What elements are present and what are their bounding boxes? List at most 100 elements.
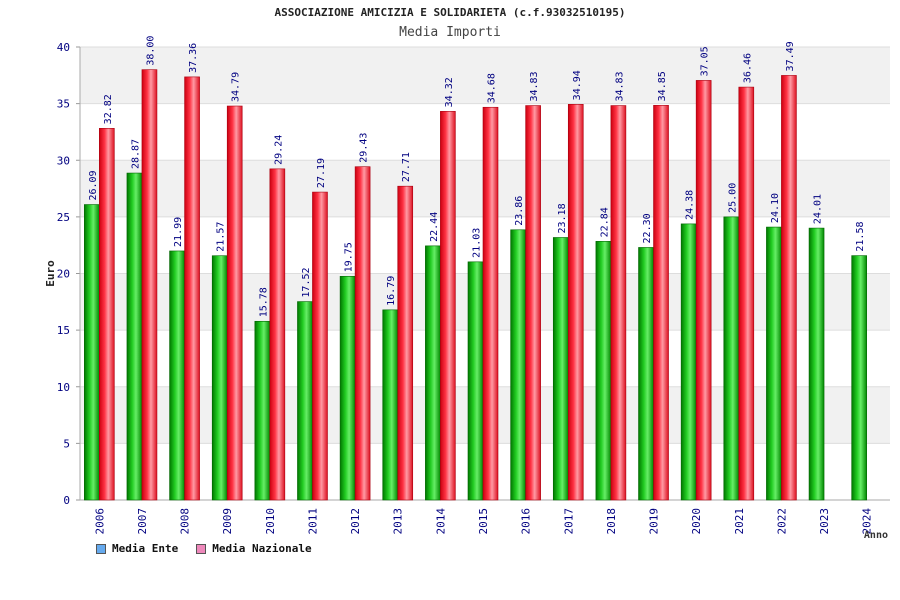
x-axis-label: Anno: [864, 530, 888, 541]
bar-media-ente-2012: [339, 276, 356, 501]
bar-media-ente-2007: [126, 172, 143, 501]
legend-label-media-nazionale: Media Nazionale: [212, 542, 312, 555]
bar-media-nazionale-2014: [440, 111, 456, 501]
data-label: 32.82: [103, 94, 114, 124]
bar-media-nazionale-2016: [525, 105, 541, 501]
data-label: 38.00: [145, 36, 156, 66]
bar-media-ente-2006: [84, 204, 100, 501]
data-label: 24.10: [770, 193, 781, 223]
data-label: 23.18: [557, 203, 568, 233]
x-tick-label: 2024: [861, 508, 874, 535]
bar-media-ente-2016: [510, 229, 526, 501]
bar-media-ente-2019: [638, 247, 654, 501]
data-label: 21.58: [855, 221, 866, 251]
x-tick-label: 2007: [136, 508, 149, 535]
data-label: 19.75: [344, 242, 355, 272]
y-tick-label: 40: [57, 41, 70, 54]
y-tick-label: 15: [57, 324, 70, 337]
bar-media-nazionale-2006: [99, 128, 115, 501]
x-tick-label: 2019: [648, 508, 661, 535]
bar-media-ente-2020: [680, 223, 697, 501]
x-tick-label: 2010: [264, 508, 277, 535]
bar-media-ente-2017: [552, 237, 569, 501]
y-tick-label: 10: [57, 381, 70, 394]
bar-media-ente-2013: [382, 309, 399, 501]
data-label: 21.99: [173, 217, 184, 247]
data-label: 37.36: [188, 43, 199, 73]
x-tick-label: 2011: [306, 508, 319, 535]
y-tick-label: 0: [63, 494, 70, 507]
data-label: 28.87: [130, 139, 141, 169]
bar-media-nazionale-2018: [610, 105, 627, 501]
bar-media-ente-2014: [425, 245, 441, 501]
legend-item-media-ente: Media Ente: [96, 542, 178, 555]
data-label: 22.84: [599, 207, 610, 237]
data-label: 34.68: [487, 73, 498, 103]
bar-media-nazionale-2012: [354, 166, 371, 501]
x-tick-label: 2012: [349, 508, 362, 535]
data-label: 29.43: [359, 133, 370, 163]
y-tick-label: 35: [57, 98, 70, 111]
legend-label-media-ente: Media Ente: [112, 542, 179, 555]
x-tick-label: 2016: [520, 508, 533, 535]
data-label: 34.94: [572, 70, 583, 100]
legend-item-media-nazionale: Media Nazionale: [196, 542, 312, 555]
bar-media-ente-2021: [723, 216, 740, 501]
data-label: 17.52: [301, 267, 312, 297]
bar-media-nazionale-2019: [653, 105, 669, 501]
data-label: 23.86: [514, 196, 525, 226]
y-tick-label: 20: [57, 268, 70, 281]
x-tick-label: 2023: [818, 508, 831, 535]
legend-swatch-media-ente: [96, 543, 106, 554]
x-tick-label: 2021: [733, 508, 746, 535]
data-label: 27.19: [316, 158, 327, 188]
data-label: 29.24: [273, 135, 284, 165]
chart-title: ASSOCIAZIONE AMICIZIA E SOLIDARIETA (c.f…: [274, 6, 626, 19]
data-label: 37.05: [700, 46, 711, 76]
bar-media-ente-2009: [211, 255, 228, 501]
bar-media-ente-2015: [467, 261, 484, 501]
x-tick-label: 2022: [775, 508, 788, 535]
x-tick-label: 2006: [93, 508, 106, 535]
x-tick-label: 2009: [221, 508, 234, 535]
bar-media-nazionale-2021: [738, 86, 755, 501]
data-label: 34.83: [614, 71, 625, 101]
bar-media-nazionale-2013: [397, 185, 414, 501]
data-label: 24.38: [685, 190, 696, 220]
bar-media-nazionale-2009: [226, 105, 243, 501]
data-label: 34.85: [657, 71, 668, 101]
bar-media-nazionale-2017: [567, 104, 584, 501]
data-label: 34.32: [444, 77, 455, 107]
data-label: 21.57: [216, 222, 227, 252]
y-axis-label: Euro: [44, 260, 57, 287]
bar-media-nazionale-2020: [695, 80, 712, 501]
x-tick-label: 2018: [605, 508, 618, 535]
legend: Media Ente Media Nazionale: [96, 542, 312, 555]
data-label: 25.00: [727, 183, 738, 213]
x-tick-label: 2015: [477, 508, 490, 535]
data-label: 27.71: [401, 152, 412, 182]
bar-media-ente-2023: [808, 227, 825, 501]
x-tick-label: 2014: [434, 508, 447, 535]
data-label: 22.44: [429, 212, 440, 242]
data-label: 26.09: [88, 170, 99, 200]
bar-media-ente-2024: [851, 255, 867, 501]
x-tick-label: 2013: [392, 508, 405, 535]
data-label: 15.78: [258, 287, 269, 317]
y-tick-label: 30: [57, 154, 70, 167]
bar-media-ente-2010: [254, 320, 271, 501]
bar-media-nazionale-2008: [184, 76, 200, 501]
data-label: 22.30: [642, 213, 653, 243]
bar-media-ente-2011: [297, 301, 313, 501]
bar-media-nazionale-2010: [269, 168, 286, 501]
data-label: 34.79: [231, 72, 242, 102]
x-tick-label: 2008: [179, 508, 192, 535]
x-tick-label: 2020: [690, 508, 703, 535]
x-tick-label: 2017: [562, 508, 575, 535]
grid-band: [80, 47, 890, 104]
data-label: 34.83: [529, 71, 540, 101]
data-label: 36.46: [742, 53, 753, 83]
data-label: 16.79: [386, 276, 397, 306]
data-label: 37.49: [785, 41, 796, 71]
